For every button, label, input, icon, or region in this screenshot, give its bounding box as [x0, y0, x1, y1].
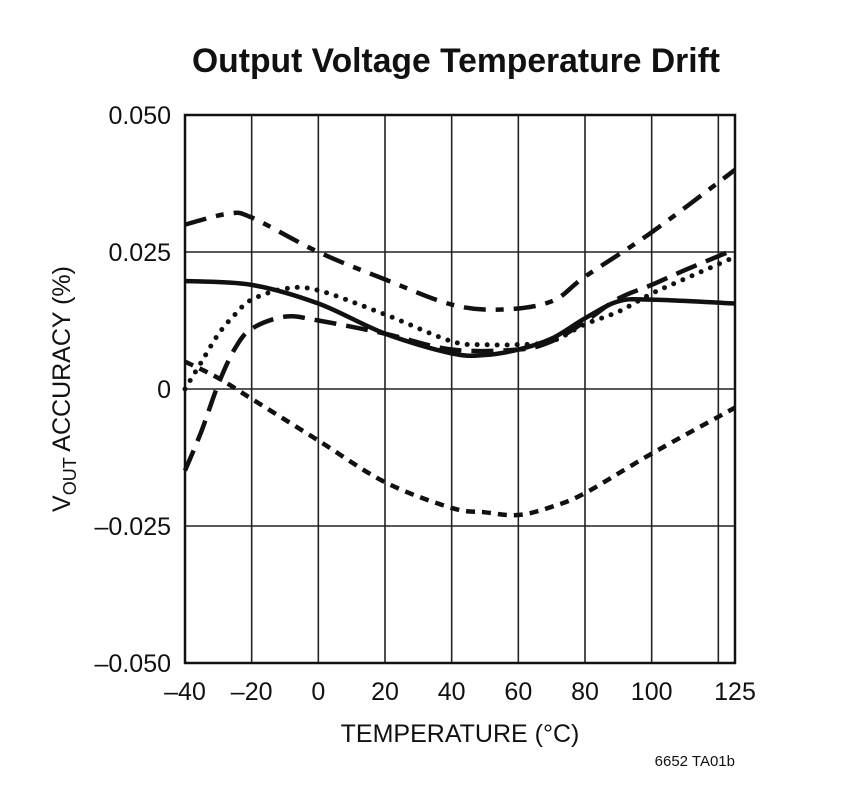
y-label-v: V: [48, 495, 76, 512]
figure-code: 6652 TA01b: [655, 753, 735, 770]
chart-title: Output Voltage Temperature Drift: [192, 42, 720, 80]
series-lines: [182, 167, 738, 518]
series-line-dash-dot: [184, 167, 737, 312]
y-tick-label: 0.050: [108, 102, 171, 130]
y-tick-label: 0: [157, 376, 171, 404]
y-tick-label: –0.025: [95, 513, 171, 541]
series-line-long-dash: [182, 247, 736, 472]
y-tick-label: 0.025: [108, 239, 171, 267]
x-tick-label: –40: [164, 678, 206, 706]
x-tick-label: 0: [311, 678, 325, 706]
x-tick-label: 80: [571, 678, 599, 706]
x-tick-label: 125: [714, 678, 756, 706]
x-tick-label: –20: [231, 678, 273, 706]
y-axis-label: VOUT ACCURACY (%): [48, 266, 80, 512]
x-tick-label: 40: [438, 678, 466, 706]
series-line-solid: [184, 278, 736, 359]
y-label-rest: ACCURACY (%): [48, 266, 76, 457]
y-tick-label: –0.050: [95, 650, 171, 678]
series-line-short-dash: [184, 359, 737, 518]
x-axis-label: TEMPERATURE (°C): [341, 720, 580, 748]
grid: [185, 114, 735, 664]
x-tick-label: 60: [504, 678, 532, 706]
plot-frame: [183, 113, 737, 665]
y-label-sub: OUT: [60, 457, 80, 495]
x-tick-label: 100: [631, 678, 673, 706]
x-tick-label: 20: [371, 678, 399, 706]
tick-labels: –40 –20 0 20 40 60 80 100 125 0.050 0.025 0 –0.025 –0…: [95, 102, 756, 706]
